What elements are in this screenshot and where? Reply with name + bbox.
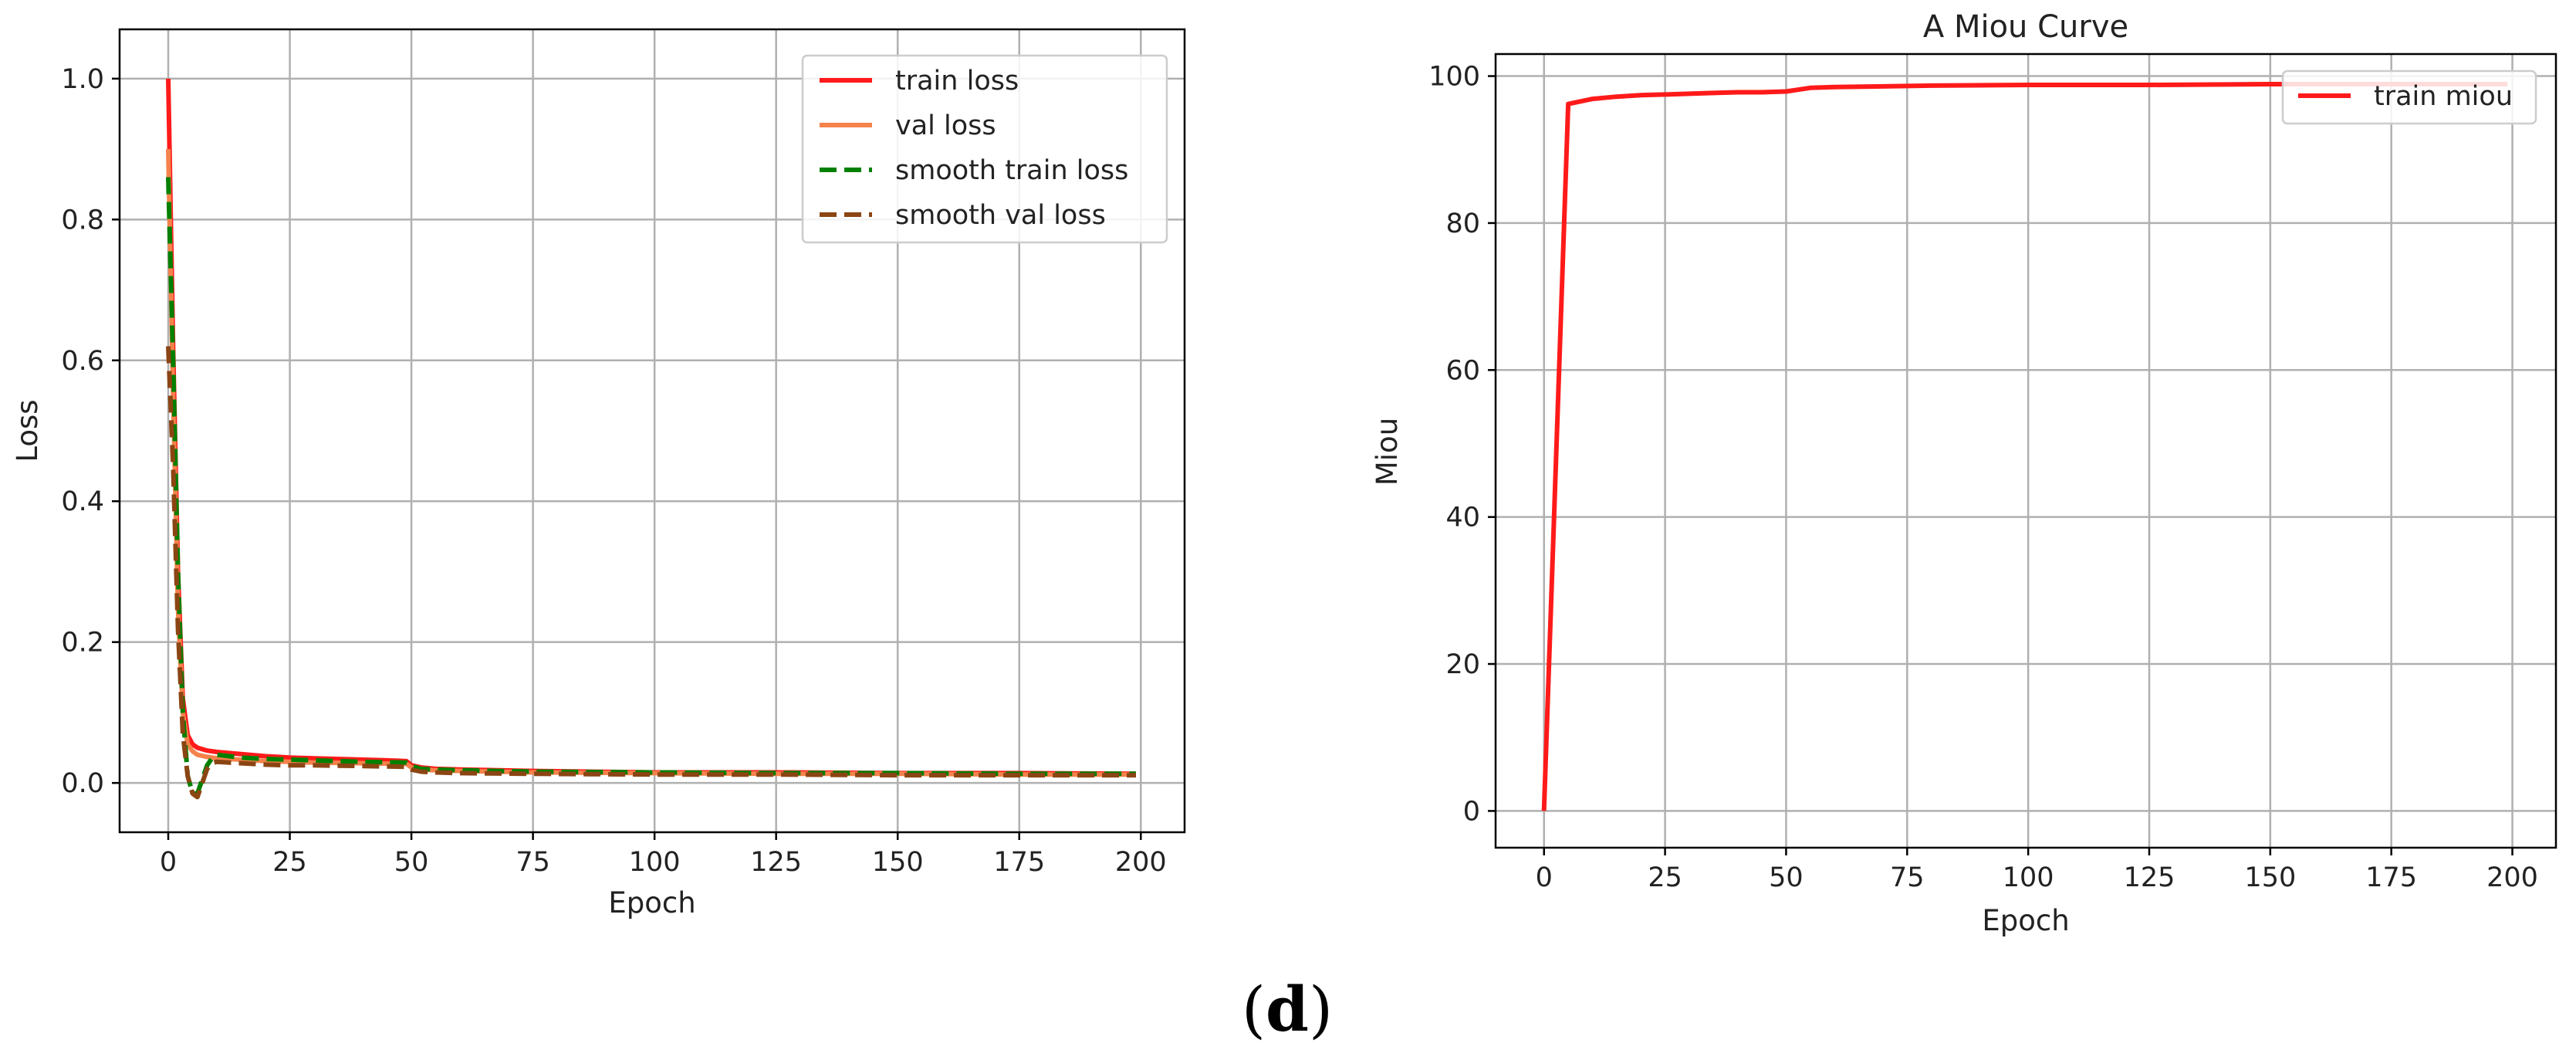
loss-x-axis-label: Epoch <box>608 886 695 919</box>
caption-open-paren: ( <box>1242 974 1266 1045</box>
loss-y-tick-label: 0.4 <box>61 486 104 517</box>
loss-x-tick-label: 25 <box>272 847 307 878</box>
miou-x-tick-label: 0 <box>1536 862 1553 893</box>
miou-y-tick-label: 0 <box>1463 796 1480 827</box>
miou-legend: train miou <box>2281 69 2537 125</box>
miou-y-tick-label: 80 <box>1445 208 1480 239</box>
loss-y-tick-label: 0.2 <box>61 628 104 659</box>
loss-y-tick-label: 0.6 <box>61 346 104 377</box>
miou-legend-box <box>2281 69 2537 125</box>
loss-legend-label: smooth train loss <box>895 155 1128 186</box>
miou-y-tick-label: 20 <box>1445 649 1480 680</box>
loss-x-tick-label: 100 <box>629 847 681 878</box>
miou-x-tick-label: 125 <box>2124 862 2175 893</box>
miou-chart-title: A Miou Curve <box>1923 9 2128 45</box>
loss-legend: train loss val loss smooth train loss smoot… <box>801 54 1168 244</box>
miou-x-tick-label: 100 <box>2003 862 2054 893</box>
miou-plot-frame <box>1494 52 2557 849</box>
loss-legend-box <box>801 54 1168 244</box>
loss-plot-frame <box>118 28 1186 834</box>
miou-y-axis-label: Miou <box>1371 418 1404 486</box>
miou-y-tick-label: 40 <box>1445 503 1480 533</box>
miou-y-tick-label: 100 <box>1428 62 1480 93</box>
loss-series <box>166 78 1137 800</box>
loss-y-axis-label: Loss <box>11 399 44 462</box>
miou-tick-labels: 0 25 50 75 100 125 150 175 200 0 20 40 60 80 100 <box>1428 62 2538 893</box>
loss-series-smooth-val-loss <box>166 346 1136 800</box>
loss-y-tick-label: 1.0 <box>61 64 104 95</box>
miou-y-tick-label: 60 <box>1445 355 1480 386</box>
caption-close-paren: ) <box>1309 974 1333 1045</box>
miou-x-axis-label: Epoch <box>1982 904 2069 937</box>
miou-series-train-miou <box>1541 82 2508 811</box>
loss-x-tick-label: 175 <box>993 847 1045 878</box>
loss-tick-labels: 0 25 50 75 100 125 150 175 200 0.0 0.2 0.4 0.6 0.8 1.0 <box>61 64 1166 878</box>
loss-x-tick-label: 125 <box>750 847 802 878</box>
figure-caption: (d) <box>1242 973 1333 1045</box>
miou-chart: A Miou Curve 0 25 50 75 100 125 150 175 200 0 20 40… <box>1371 9 2557 937</box>
miou-series <box>1541 82 2508 811</box>
loss-x-tick-label: 150 <box>872 847 924 878</box>
loss-y-tick-label: 0.8 <box>61 205 104 235</box>
miou-gridlines <box>1496 54 2556 848</box>
loss-x-tick-label: 200 <box>1115 847 1167 878</box>
loss-x-tick-label: 75 <box>516 847 550 878</box>
loss-x-tick-label: 50 <box>394 847 429 878</box>
loss-legend-label: val loss <box>895 110 996 141</box>
miou-legend-label: train miou <box>2374 81 2513 112</box>
loss-series-smooth-train-loss <box>166 177 1136 796</box>
loss-chart: 0 25 50 75 100 125 150 175 200 0.0 0.2 0.4 0.6 0.8 1.0… <box>11 28 1186 919</box>
loss-legend-label: smooth val loss <box>895 200 1106 231</box>
miou-x-tick-label: 150 <box>2244 862 2296 893</box>
loss-x-tick-label: 0 <box>160 847 177 878</box>
miou-x-tick-label: 75 <box>1890 862 1925 893</box>
miou-x-tick-label: 50 <box>1769 862 1804 893</box>
caption-letter: d <box>1266 973 1309 1045</box>
miou-x-tick-label: 200 <box>2486 862 2538 893</box>
loss-series-val-loss <box>166 149 1136 777</box>
loss-legend-label: train loss <box>895 66 1019 97</box>
miou-x-tick-label: 175 <box>2365 862 2417 893</box>
loss-y-tick-label: 0.0 <box>61 768 104 799</box>
miou-x-tick-label: 25 <box>1648 862 1682 893</box>
